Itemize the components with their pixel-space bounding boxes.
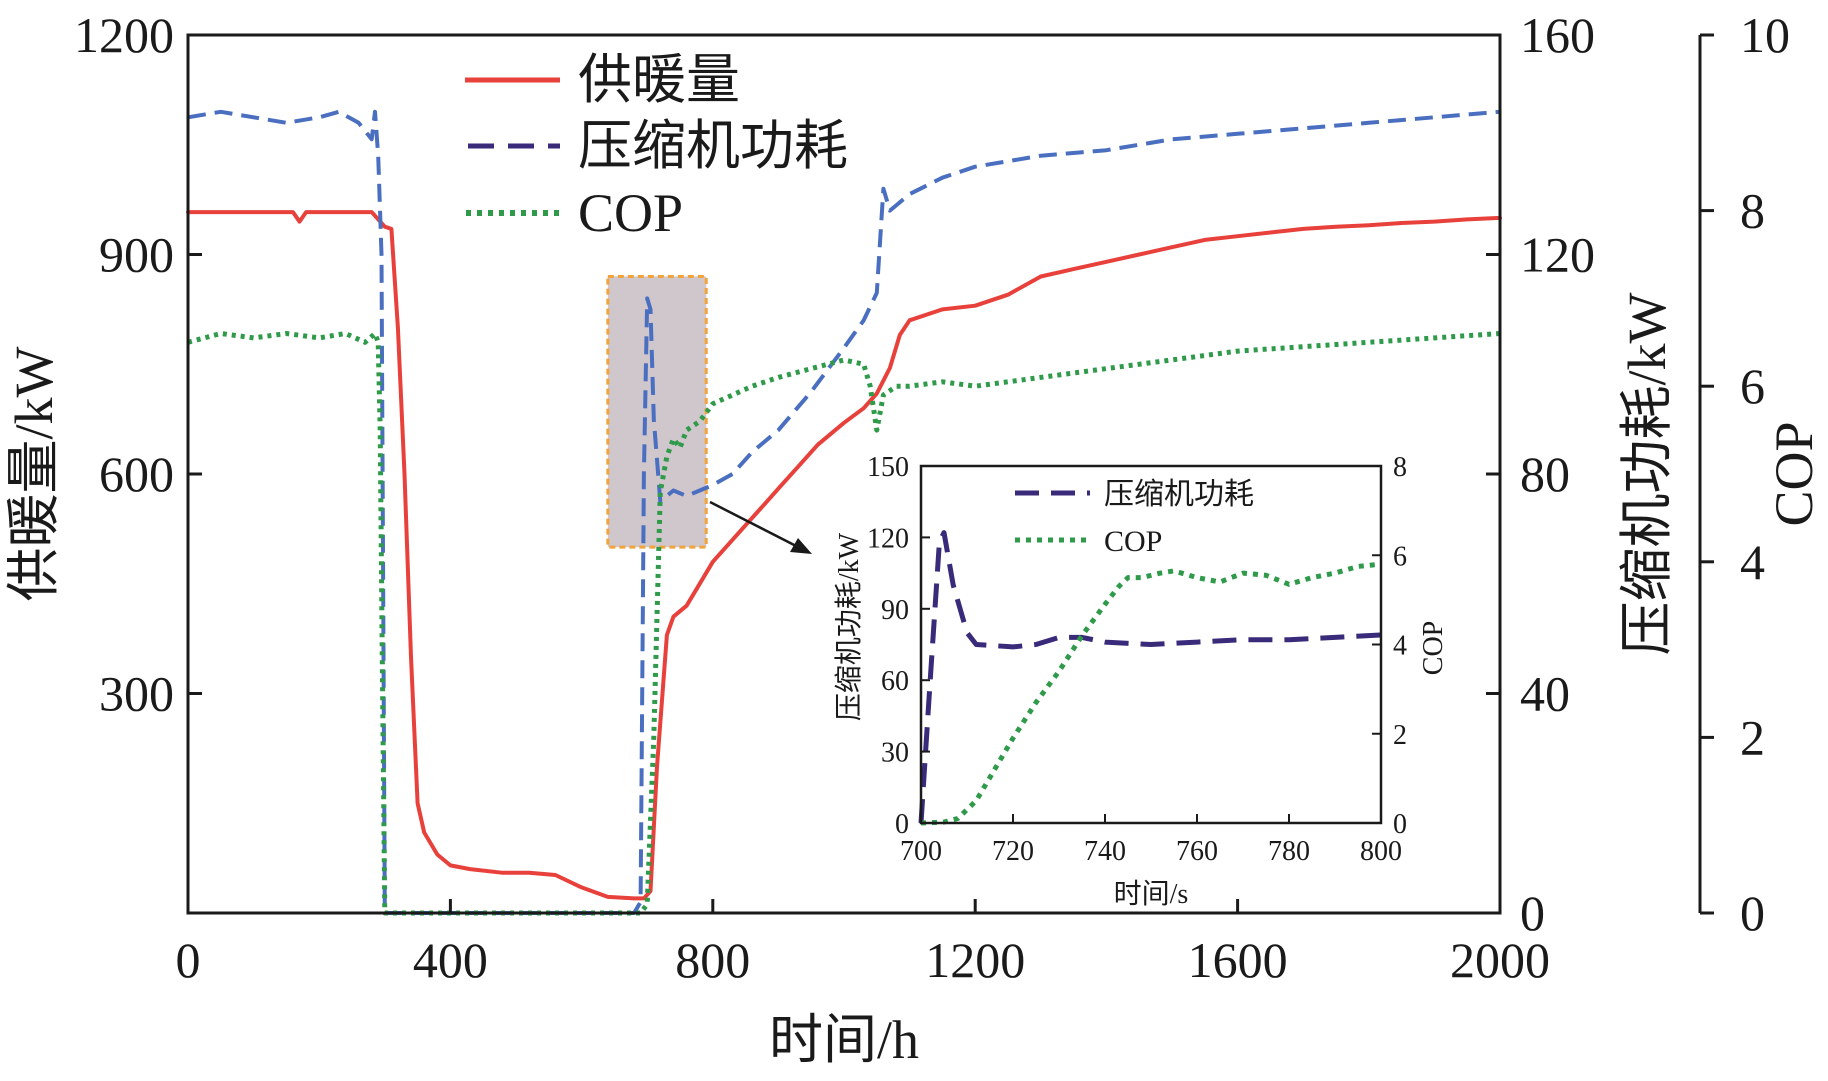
main-axes-layer: 0 400 800 1200 1600 2000120090060030016012080…	[74, 7, 1790, 988]
inset-y-right-axis-title: COP	[1418, 621, 1449, 675]
y-right1-tick-label: 160	[1520, 7, 1595, 63]
inset-y-left-tick-label: 0	[895, 809, 909, 840]
legend-label-power: 压缩机功耗	[578, 116, 848, 176]
x-axis-title: 时间/h	[769, 1010, 919, 1070]
y-left-tick-label: 600	[99, 446, 174, 502]
inset-x-tick-label: 700	[900, 836, 942, 867]
zoom-arrow	[709, 500, 812, 554]
y-right1-tick-label: 0	[1520, 885, 1545, 941]
inset-x-tick-label: 780	[1268, 836, 1310, 867]
y-right2-tick-label: 2	[1740, 709, 1765, 765]
x-tick-label: 800	[675, 932, 750, 988]
y-right2-tick-label: 10	[1740, 7, 1790, 63]
main-legend: 供暖量 压缩机功耗 COP	[465, 50, 848, 243]
inset-y-left-axis-title: 压缩机功耗/kW	[833, 532, 865, 721]
inset-legend-label-cop: COP	[1104, 525, 1162, 558]
inset-x-tick-label: 760	[1176, 836, 1218, 867]
y-right1-axis-title: 压缩机功耗/kW	[1617, 292, 1677, 655]
y-right1-tick-label: 40	[1520, 666, 1570, 722]
inset-legend: 压缩机功耗 COP	[1015, 478, 1254, 558]
y-left-tick-label: 900	[99, 227, 174, 283]
inset-axes-layer: 700 720 740 760 780 800 150 120 90 60 30 0 8 6 4 2 0	[867, 452, 1407, 867]
inset-y-right-tick-label: 6	[1393, 541, 1407, 572]
legend-label-heat: 供暖量	[578, 50, 740, 110]
y-right2-axis-title: COP	[1764, 421, 1824, 526]
legend-label-cop: COP	[578, 183, 683, 243]
x-tick-label: 0	[176, 932, 201, 988]
y-right2-tick-label: 4	[1740, 534, 1765, 590]
main-series-layer	[186, 109, 1502, 916]
inset-y-right-tick-label: 8	[1393, 452, 1407, 483]
highlight-box-layer	[606, 274, 708, 549]
inset-series-line-0	[918, 530, 1382, 824]
y-right1-tick-label: 80	[1520, 446, 1570, 502]
inset-y-left-tick-label: 150	[867, 452, 909, 483]
series-line-2	[187, 331, 1501, 916]
y-right2-tick-label: 8	[1740, 183, 1765, 239]
inset-y-right-tick-label: 0	[1393, 809, 1407, 840]
x-tick-label: 1600	[1188, 932, 1288, 988]
inset-y-left-tick-label: 60	[881, 666, 909, 697]
highlight-box	[606, 274, 708, 549]
y-right2-tick-label: 0	[1740, 885, 1765, 941]
inset-x-tick-label: 720	[992, 836, 1034, 867]
series-line-1	[187, 109, 1501, 915]
series-line-0	[186, 210, 1502, 901]
y-left-tick-label: 300	[99, 666, 174, 722]
inset-x-tick-label: 740	[1084, 836, 1126, 867]
inset-y-left-tick-label: 90	[881, 595, 909, 626]
x-tick-label: 2000	[1450, 932, 1550, 988]
inset-x-tick-label: 800	[1360, 836, 1402, 867]
inset-legend-label-power: 压缩机功耗	[1104, 478, 1254, 511]
x-tick-label: 400	[413, 932, 488, 988]
x-tick-label: 1200	[925, 932, 1025, 988]
inset-y-left-tick-label: 30	[881, 738, 909, 769]
inset-y-right-tick-label: 4	[1393, 631, 1407, 662]
y-left-tick-label: 1200	[74, 7, 174, 63]
inset-x-axis-title: 时间/s	[1114, 878, 1189, 910]
y-right1-tick-label: 120	[1520, 227, 1595, 283]
y-left-axis-title: 供暖量/kW	[4, 346, 64, 601]
y-right2-tick-label: 6	[1740, 358, 1765, 414]
inset-y-left-tick-label: 120	[867, 523, 909, 554]
inset-y-right-tick-label: 2	[1393, 720, 1407, 751]
inset-series-layer	[918, 530, 1382, 826]
inset-chart: 700 720 740 760 780 800 150 120 90 60 30 0 8 6 4 2 0 时间/…	[833, 452, 1449, 910]
